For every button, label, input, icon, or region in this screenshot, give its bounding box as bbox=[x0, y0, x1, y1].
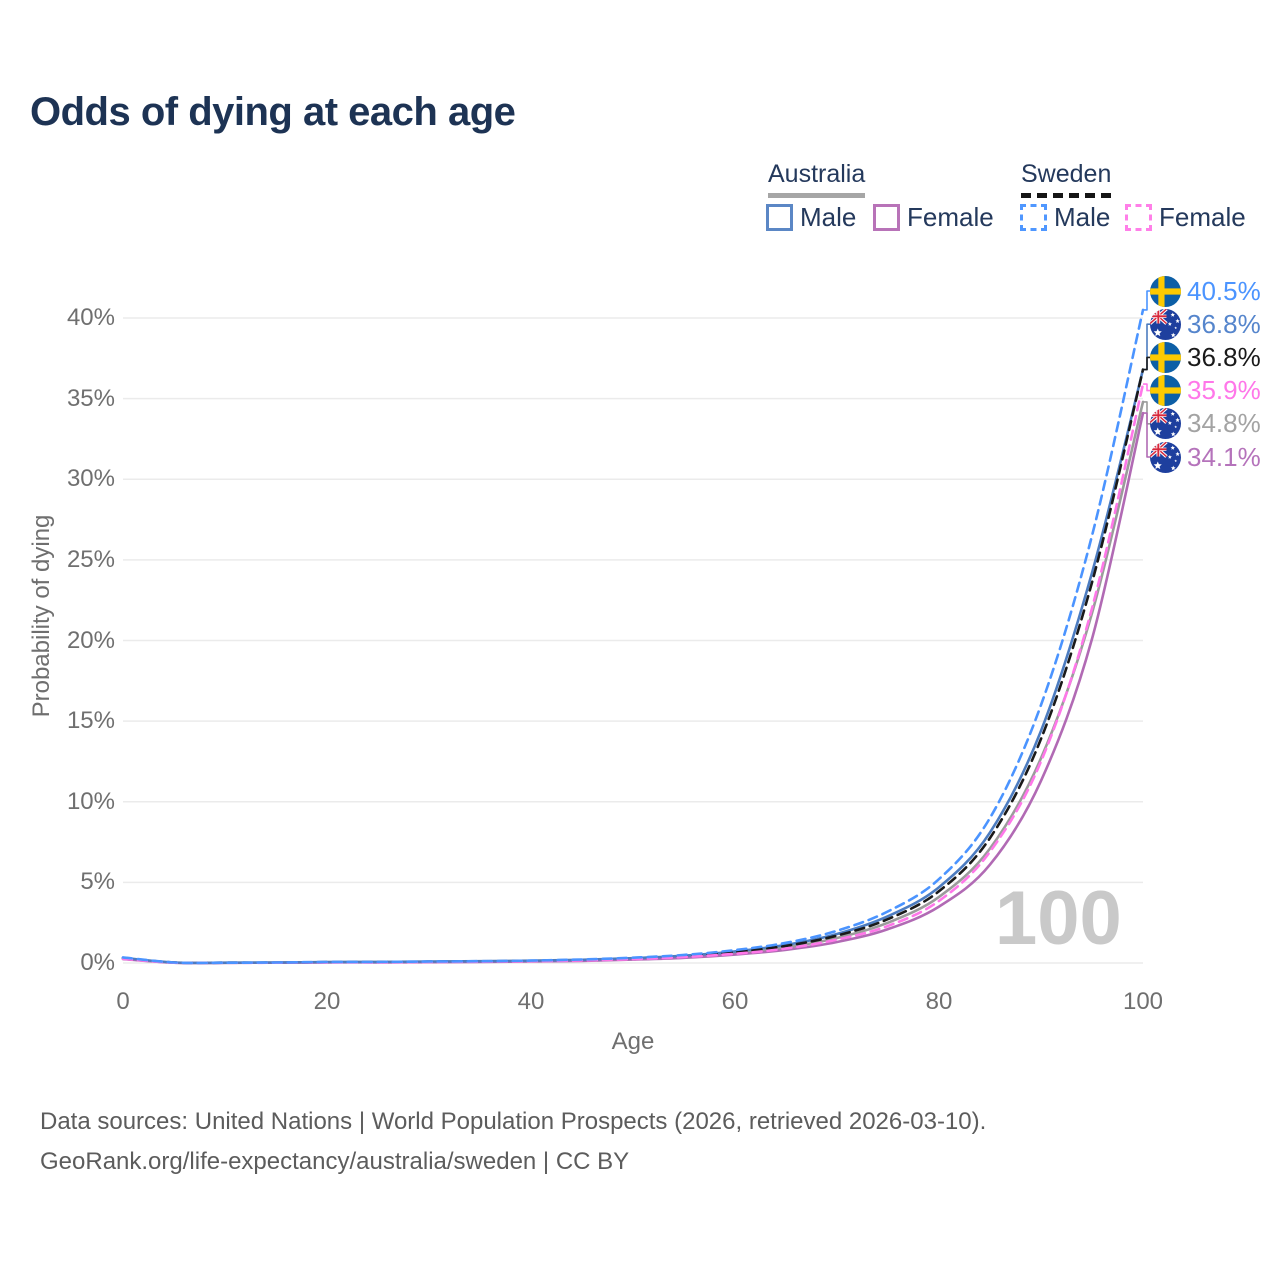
end-label-value: 34.1% bbox=[1187, 441, 1261, 472]
line-sweden-both[interactable] bbox=[121, 368, 1145, 965]
y-tick-label: 5% bbox=[80, 868, 115, 896]
legend-group-sweden[interactable]: Sweden bbox=[1021, 160, 1112, 198]
line-australia-both[interactable] bbox=[121, 400, 1145, 965]
page-title: Odds of dying at each age bbox=[30, 90, 516, 134]
sweden-male-swatch-icon bbox=[1020, 204, 1047, 231]
attribution-link-text: GeoRank.org/life-expectancy/australia/sw… bbox=[40, 1148, 630, 1175]
y-tick-label: 15% bbox=[66, 707, 115, 735]
y-tick-label: 0% bbox=[80, 949, 115, 976]
end-label-connector bbox=[1143, 356, 1153, 371]
legend-item-sweden-female[interactable]: Female bbox=[1125, 202, 1246, 233]
end-label-value: 40.5% bbox=[1187, 275, 1261, 306]
legend-item-australia-female[interactable]: Female bbox=[873, 202, 994, 233]
end-label-australia-female[interactable]: 34.1% bbox=[1150, 441, 1261, 473]
end-label-value: 34.8% bbox=[1187, 408, 1261, 439]
legend-label-sweden-male: Male bbox=[1054, 202, 1111, 232]
sweden-flag-icon bbox=[1150, 341, 1181, 373]
end-label-value: 36.8% bbox=[1187, 341, 1261, 372]
australia-flag-icon bbox=[1150, 408, 1181, 440]
legend-item-sweden-male[interactable]: Male bbox=[1020, 202, 1110, 233]
sweden-female-swatch-icon bbox=[1125, 204, 1152, 231]
end-label-sweden-female[interactable]: 35.9% bbox=[1150, 375, 1261, 407]
end-label-value: 36.8% bbox=[1187, 308, 1261, 339]
line-sweden-male[interactable] bbox=[121, 308, 1145, 965]
australia-flag-icon bbox=[1150, 308, 1181, 340]
y-tick-label: 40% bbox=[66, 304, 115, 331]
data-sources-text: Data sources: United Nations | World Pop… bbox=[40, 1108, 987, 1135]
australia-male-swatch-icon bbox=[766, 204, 793, 231]
y-tick-label: 30% bbox=[66, 465, 115, 493]
legend-label-australia-female: Female bbox=[907, 202, 994, 232]
legend-label-australia-male: Male bbox=[800, 202, 857, 232]
legend-label-sweden-female: Female bbox=[1159, 202, 1246, 232]
sweden-flag-icon bbox=[1150, 275, 1181, 307]
end-label-value: 35.9% bbox=[1187, 375, 1261, 406]
end-label-sweden-both[interactable]: 36.8% bbox=[1150, 341, 1261, 373]
australia-line-swatch bbox=[768, 193, 866, 198]
legend-country-label-australia: Australia bbox=[768, 160, 866, 188]
end-label-australia-both[interactable]: 34.8% bbox=[1150, 408, 1261, 440]
age-watermark: 100 bbox=[995, 876, 1122, 961]
line-australia-male[interactable] bbox=[121, 368, 1145, 965]
end-label-australia-male[interactable]: 36.8% bbox=[1150, 308, 1261, 340]
x-tick-label: 40 bbox=[517, 988, 545, 1015]
x-tick-label: 20 bbox=[313, 988, 341, 1015]
x-axis-title: Age bbox=[611, 1028, 655, 1055]
legend-country-label-sweden: Sweden bbox=[1021, 160, 1112, 188]
x-tick-label: 60 bbox=[721, 988, 749, 1015]
australia-female-swatch-icon bbox=[873, 204, 900, 231]
x-tick-label: 80 bbox=[925, 988, 953, 1015]
legend-item-australia-male[interactable]: Male bbox=[766, 202, 856, 233]
sweden-line-swatch bbox=[1021, 193, 1112, 198]
y-tick-label: 25% bbox=[66, 545, 115, 573]
y-tick-label: 10% bbox=[66, 787, 115, 815]
x-tick-label: 100 bbox=[1122, 988, 1164, 1015]
end-label-sweden-male[interactable]: 40.5% bbox=[1150, 275, 1261, 307]
line-australia-female[interactable] bbox=[121, 411, 1145, 965]
sweden-flag-icon bbox=[1150, 375, 1181, 407]
x-tick-label: 0 bbox=[116, 988, 130, 1015]
legend-group-australia[interactable]: Australia bbox=[768, 160, 866, 198]
australia-flag-icon bbox=[1150, 441, 1181, 473]
line-sweden-female[interactable] bbox=[121, 382, 1145, 965]
y-tick-label: 20% bbox=[66, 626, 115, 654]
end-label-connector bbox=[1143, 383, 1153, 392]
y-tick-label: 35% bbox=[66, 384, 115, 412]
